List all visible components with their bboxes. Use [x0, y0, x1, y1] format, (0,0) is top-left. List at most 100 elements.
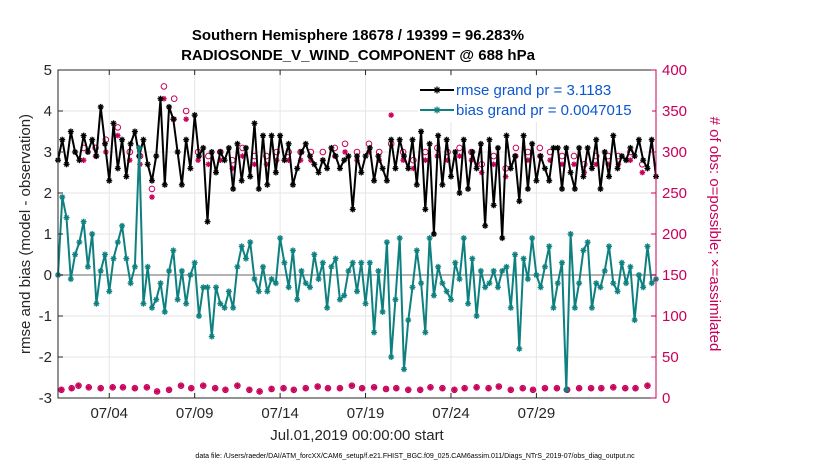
obs-assimilated-point-d2	[622, 385, 628, 391]
rmse-point-d2	[439, 182, 446, 188]
bias-point-d2	[401, 366, 407, 372]
bias-point-d2	[649, 280, 655, 286]
bias-point-d2	[76, 239, 82, 245]
rmse-point-d2	[333, 153, 339, 159]
obs-assimilated-point	[644, 382, 651, 389]
bias-point-d2	[277, 235, 283, 241]
rmse-point	[375, 153, 382, 160]
bias-point	[93, 300, 100, 307]
rmse-point	[443, 136, 450, 143]
rmse-point-d2	[123, 174, 129, 180]
bias-point-d2	[59, 194, 65, 200]
rmse-point-d2	[273, 169, 279, 176]
rmse-point-d2	[482, 223, 488, 229]
rmse-point	[486, 136, 493, 143]
rmse-point	[289, 181, 296, 188]
legend-bias-label: bias grand pr = 0.0047015	[456, 102, 632, 119]
rmse-point	[477, 140, 484, 147]
obs-assimilated-point	[188, 385, 195, 391]
rmse-point-d2	[157, 96, 164, 102]
rmse-point	[435, 132, 442, 139]
bias-point-d2	[380, 309, 386, 315]
bias-point	[465, 300, 472, 307]
bias-point	[644, 243, 651, 250]
obs-assimilated-point	[144, 384, 150, 391]
bias-point	[571, 304, 578, 311]
x-tick-label: 07/04	[90, 405, 128, 422]
rmse-point	[533, 177, 540, 184]
rmse-point	[588, 165, 595, 172]
obs-assimilated-point-d2	[291, 387, 297, 393]
rmse-point	[170, 116, 177, 123]
y-tick-label: 2	[44, 185, 52, 202]
bias-point	[503, 263, 510, 270]
rmse-point-d2	[59, 137, 65, 143]
rmse-point-d2	[358, 169, 364, 176]
right-y-tick-label: 0	[662, 390, 670, 407]
bias-point-d2	[183, 301, 189, 307]
bias-point-d2	[85, 264, 91, 270]
rmse-point-d2	[567, 169, 574, 176]
rmse-point-d2	[469, 149, 475, 155]
obs-assimilated-point	[337, 385, 343, 391]
rmse-point	[319, 157, 326, 164]
bias-point-d2	[512, 251, 518, 258]
obs-assimilated-point-d2	[342, 149, 348, 155]
rmse-point-d2	[290, 182, 296, 188]
bias-point-d2	[239, 243, 245, 249]
obs-assimilated-point-d2	[439, 385, 445, 391]
rmse-point-d2	[350, 206, 356, 212]
obs-assimilated-point	[383, 386, 389, 392]
rmse-point	[221, 157, 228, 164]
rmse-point	[328, 144, 335, 151]
obs-assimilated-point	[371, 384, 377, 391]
rmse-point	[298, 149, 305, 155]
bias-point-d2	[140, 301, 147, 307]
obs-assimilated-point	[120, 384, 126, 391]
obs-assimilated-point-d2	[571, 161, 577, 167]
bias-point-d2	[610, 280, 616, 286]
bias-point	[614, 288, 621, 295]
rmse-point	[204, 218, 211, 225]
rmse-point-d2	[281, 157, 287, 163]
rmse-point-d2	[311, 161, 317, 167]
obs-assimilated-point	[496, 383, 502, 390]
bias-point-d2	[384, 239, 390, 245]
rmse-point	[230, 185, 237, 192]
obs-assimilated-point	[85, 384, 92, 391]
obs-assimilated-point	[97, 385, 104, 391]
rmse-point	[460, 136, 467, 143]
bias-point-d2	[482, 284, 488, 290]
bias-point-d2	[563, 387, 569, 393]
rmse-point	[546, 177, 553, 184]
bias-point	[546, 243, 553, 250]
rmse-point-d2	[239, 178, 245, 184]
rmse-point	[499, 235, 506, 242]
obs-assimilated-point-d2	[76, 383, 81, 389]
rmse-point	[97, 103, 104, 110]
obs-assimilated-point-d2	[371, 384, 377, 390]
rmse-point-d2	[234, 141, 240, 147]
bias-point	[97, 267, 104, 274]
y-tick-label: -1	[39, 308, 52, 325]
rmse-point	[238, 177, 245, 184]
bias-point	[541, 263, 548, 270]
bias-point-d2	[72, 251, 78, 258]
obs-assimilated-point	[149, 194, 155, 200]
bias-point-d2	[341, 292, 347, 299]
bias-point	[268, 276, 275, 283]
bias-point	[362, 300, 369, 307]
right-y-tick-label: 250	[662, 185, 687, 202]
rmse-point	[371, 177, 378, 184]
rmse-point-d2	[597, 186, 604, 192]
y-tick-label: -2	[39, 349, 52, 366]
bias-point	[230, 304, 237, 311]
rmse-point-d2	[192, 112, 198, 118]
obs-assimilated-point-d2	[576, 385, 582, 391]
bias-point	[460, 235, 467, 242]
rmse-point-d2	[89, 137, 95, 143]
rmse-point	[597, 185, 604, 192]
bias-point-d2	[499, 268, 505, 274]
bias-point	[597, 284, 604, 291]
rmse-point-d2	[602, 149, 608, 155]
